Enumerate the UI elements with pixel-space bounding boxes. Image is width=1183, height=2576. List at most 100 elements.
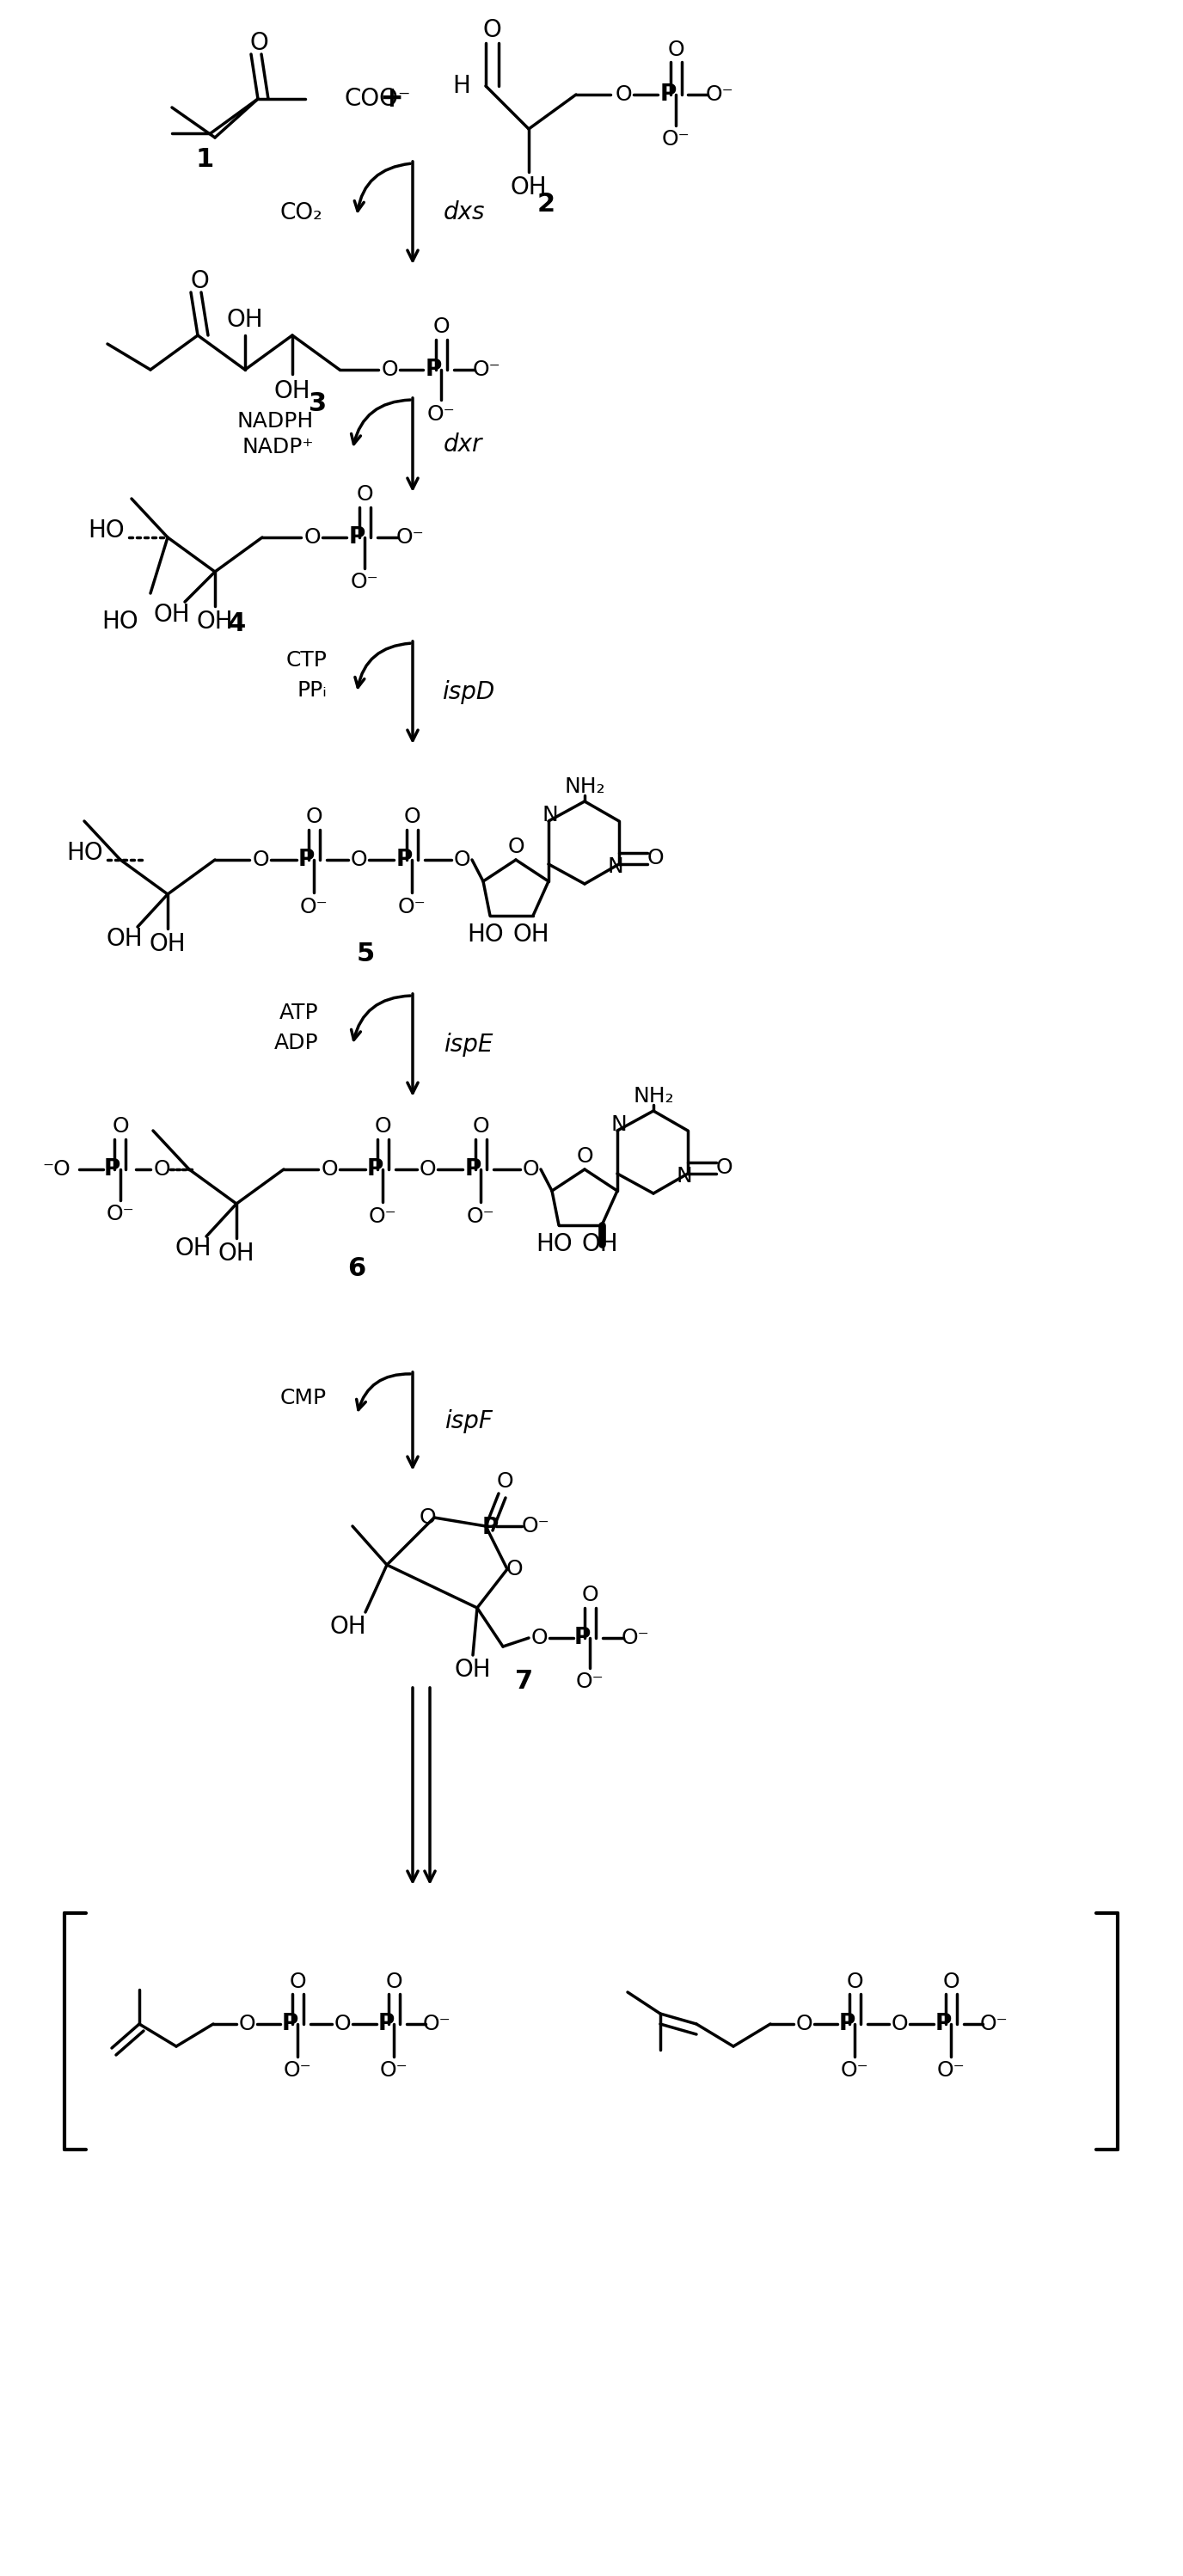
Text: O: O bbox=[356, 484, 373, 505]
Text: NH₂: NH₂ bbox=[633, 1087, 674, 1108]
Text: O⁻: O⁻ bbox=[661, 129, 690, 149]
Text: P: P bbox=[367, 1159, 383, 1180]
Text: O⁻: O⁻ bbox=[284, 2061, 311, 2081]
Text: P: P bbox=[574, 1628, 590, 1649]
Text: O: O bbox=[453, 850, 470, 871]
Text: O: O bbox=[381, 361, 397, 381]
Text: O: O bbox=[403, 806, 420, 827]
Text: O: O bbox=[716, 1157, 732, 1177]
Text: O: O bbox=[419, 1159, 435, 1180]
Text: H: H bbox=[453, 75, 471, 98]
Text: O: O bbox=[496, 1471, 513, 1492]
Text: +: + bbox=[380, 85, 403, 113]
Text: O: O bbox=[531, 1628, 548, 1649]
Text: P: P bbox=[349, 526, 366, 549]
Text: O: O bbox=[304, 528, 321, 549]
Text: O: O bbox=[252, 850, 269, 871]
Text: HO: HO bbox=[66, 840, 103, 866]
Text: OH: OH bbox=[513, 922, 550, 945]
Text: O⁻: O⁻ bbox=[380, 2061, 408, 2081]
Text: P: P bbox=[282, 2012, 298, 2035]
Text: N: N bbox=[608, 855, 623, 876]
Text: O: O bbox=[943, 1971, 959, 1991]
Text: P: P bbox=[103, 1159, 121, 1180]
Text: PPᵢ: PPᵢ bbox=[297, 680, 327, 701]
Text: O: O bbox=[112, 1115, 129, 1136]
Text: O: O bbox=[508, 837, 524, 858]
Text: O: O bbox=[846, 1971, 864, 1991]
Text: NADP⁺: NADP⁺ bbox=[243, 438, 313, 459]
Text: HO: HO bbox=[102, 611, 138, 634]
Text: HO: HO bbox=[88, 518, 124, 544]
Text: P: P bbox=[481, 1517, 498, 1538]
Text: NH₂: NH₂ bbox=[564, 775, 605, 796]
Text: CMP: CMP bbox=[280, 1388, 327, 1409]
Text: O: O bbox=[153, 1159, 170, 1180]
Text: O⁻: O⁻ bbox=[980, 2014, 1008, 2035]
Text: ispD: ispD bbox=[442, 680, 494, 703]
Text: O⁻: O⁻ bbox=[840, 2061, 868, 2081]
Text: N: N bbox=[610, 1115, 627, 1136]
Text: O: O bbox=[576, 1146, 593, 1167]
Text: O: O bbox=[190, 268, 209, 294]
Text: OH: OH bbox=[454, 1659, 491, 1682]
Text: O⁻: O⁻ bbox=[299, 896, 328, 917]
Text: 4: 4 bbox=[227, 611, 246, 636]
Text: OH: OH bbox=[106, 927, 143, 951]
Text: O⁻: O⁻ bbox=[369, 1206, 396, 1226]
Text: 1: 1 bbox=[195, 147, 214, 173]
Text: O: O bbox=[647, 848, 664, 868]
Text: O: O bbox=[433, 317, 450, 337]
Text: O: O bbox=[350, 850, 367, 871]
Text: O⁻: O⁻ bbox=[576, 1672, 603, 1692]
Text: P: P bbox=[660, 82, 677, 106]
Text: O: O bbox=[305, 806, 322, 827]
Text: P: P bbox=[465, 1159, 481, 1180]
Text: CTP: CTP bbox=[285, 649, 327, 670]
Text: N: N bbox=[542, 804, 558, 824]
Text: OH: OH bbox=[274, 379, 311, 404]
Text: O⁻: O⁻ bbox=[621, 1628, 649, 1649]
Text: OH: OH bbox=[330, 1615, 367, 1638]
Text: 6: 6 bbox=[348, 1255, 366, 1280]
Text: O⁻: O⁻ bbox=[472, 361, 500, 381]
Text: P: P bbox=[935, 2012, 951, 2035]
Text: OH: OH bbox=[218, 1242, 254, 1265]
Text: O⁻: O⁻ bbox=[522, 1515, 550, 1535]
Text: OH: OH bbox=[149, 933, 186, 956]
Text: P: P bbox=[396, 848, 413, 871]
Text: ⁻O: ⁻O bbox=[43, 1159, 71, 1180]
Text: CO₂: CO₂ bbox=[279, 201, 323, 224]
Text: ispF: ispF bbox=[445, 1409, 492, 1432]
Text: O: O bbox=[386, 1971, 402, 1991]
Text: HO: HO bbox=[467, 922, 504, 945]
Text: O: O bbox=[505, 1558, 523, 1579]
Text: O: O bbox=[419, 1507, 435, 1528]
Text: O⁻: O⁻ bbox=[937, 2061, 965, 2081]
Text: O⁻: O⁻ bbox=[705, 85, 733, 106]
Text: HO: HO bbox=[536, 1231, 573, 1257]
Text: NADPH: NADPH bbox=[237, 412, 313, 433]
Text: O: O bbox=[891, 2014, 907, 2035]
Text: ispE: ispE bbox=[444, 1033, 493, 1056]
Text: ATP: ATP bbox=[279, 1002, 318, 1023]
Text: O: O bbox=[250, 31, 269, 54]
Text: 5: 5 bbox=[356, 943, 375, 966]
Text: OH: OH bbox=[154, 603, 190, 626]
Text: O: O bbox=[483, 18, 502, 41]
Text: O⁻: O⁻ bbox=[106, 1203, 135, 1224]
Text: OH: OH bbox=[175, 1236, 212, 1260]
Text: P: P bbox=[298, 848, 315, 871]
Text: 3: 3 bbox=[309, 392, 328, 417]
Text: ADP: ADP bbox=[273, 1033, 318, 1054]
Text: O⁻: O⁻ bbox=[396, 528, 425, 549]
Text: O⁻: O⁻ bbox=[397, 896, 426, 917]
Text: dxr: dxr bbox=[444, 433, 481, 456]
Text: N: N bbox=[677, 1167, 692, 1188]
Text: O: O bbox=[667, 39, 684, 59]
Text: O: O bbox=[374, 1115, 392, 1136]
Text: O: O bbox=[334, 2014, 350, 2035]
Text: 7: 7 bbox=[516, 1669, 534, 1692]
Text: O: O bbox=[472, 1115, 489, 1136]
Text: O⁻: O⁻ bbox=[350, 572, 379, 592]
